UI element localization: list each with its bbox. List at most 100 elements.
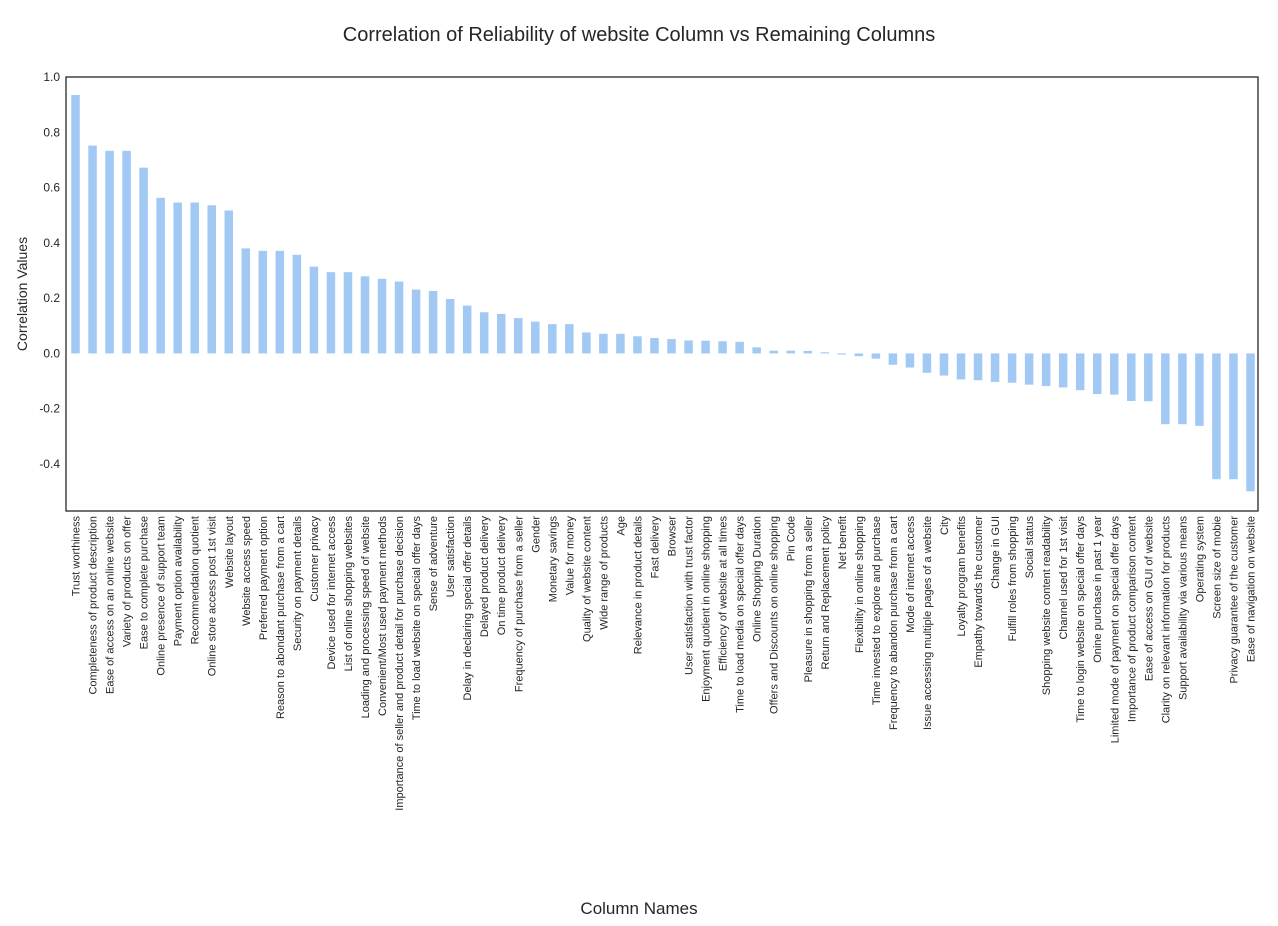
x-tick-label: List of online shopping websites (343, 516, 355, 672)
x-tick-label: Trust worthiness (71, 516, 83, 597)
bar (633, 336, 642, 354)
x-tick-label: Channel used for 1st visit (1058, 516, 1070, 640)
x-tick-label: Importance of product comparison content (1126, 516, 1138, 722)
y-axis: 1.0 0.8 0.6 0.4 0.2 0.0 -0.2 -0.4 (39, 70, 60, 471)
x-tick-label: Website access speed (241, 516, 253, 626)
bar (445, 298, 455, 354)
bar (888, 353, 898, 365)
x-tick-label: Onine purchase in past 1 year (1092, 516, 1104, 663)
x-tick-label: Privacy guarantee of the customer (1228, 516, 1240, 684)
bar (224, 210, 234, 354)
bar (139, 167, 148, 354)
bar (548, 324, 557, 354)
bar (428, 290, 438, 354)
bar (1024, 353, 1034, 385)
bar (837, 353, 847, 355)
bar (1144, 353, 1153, 402)
x-tick-label: Online presence of support team (156, 516, 168, 676)
x-tick-label: Reason to abondant purchase from a cart (275, 516, 287, 719)
x-tick-label: Return and Replacement policy (820, 516, 832, 670)
bar (514, 318, 523, 354)
bar (922, 353, 932, 373)
bar (241, 248, 251, 354)
bar (718, 341, 727, 354)
x-tick-label: Variety of products on offer (122, 516, 134, 647)
x-tick-label: Frequency to abandon purchase from a car… (888, 516, 900, 730)
x-tick-label: Fast delivery (649, 516, 661, 579)
x-tick-label: Time to load media on special offer days (735, 516, 747, 713)
x-tick-label: Delayed product delivery (479, 516, 491, 638)
bar (803, 350, 812, 354)
x-tick-label: Time to login website on special offer d… (1075, 516, 1087, 723)
bar (1007, 353, 1017, 383)
x-tick-label: Flexibility in online shopping (854, 516, 866, 653)
bar (88, 145, 97, 354)
bar (122, 150, 131, 354)
bar (1161, 353, 1170, 425)
y-axis-label: Correlation Values (14, 237, 30, 351)
x-tick-label: Completeness of product description (88, 516, 100, 695)
x-tick-label: Ease to complete purchase (139, 516, 151, 649)
x-tick-label: Monetary savings (547, 516, 559, 603)
bar (599, 333, 608, 354)
bar (309, 266, 319, 354)
x-tick-label: Offers and Discounts on online shopping (769, 516, 781, 714)
bar (582, 332, 591, 354)
x-tick-label: Importance of seller and product detail … (394, 516, 406, 811)
x-tick-label: Limited mode of payment on special offer… (1109, 516, 1121, 744)
x-tick-label: Mode of internet access (905, 516, 917, 633)
x-tick-label: Loyalty program benefits (956, 516, 968, 637)
x-tick-label: Age (615, 516, 627, 536)
bar (394, 281, 404, 354)
plot-frame (65, 76, 1259, 512)
y-tick-label: -0.4 (39, 457, 60, 471)
x-tick-label: Social status (1024, 516, 1036, 579)
x-tick-label: Quality of website content (581, 516, 593, 642)
x-tick-label: Frequency of purchase from a seller (513, 516, 525, 692)
x-tick-label: Ease of navigation on website (1246, 516, 1258, 662)
bar (258, 250, 268, 354)
x-tick-label: Preferred payment option (258, 516, 270, 640)
x-tick-label: Operating system (1194, 516, 1206, 602)
x-tick-label: User satisfaction with trust factor (684, 516, 696, 675)
bar (411, 289, 421, 354)
y-tick-label: 0.8 (43, 125, 60, 139)
bar (275, 250, 285, 354)
y-tick-label: 0.2 (43, 291, 60, 305)
bar (1195, 353, 1204, 426)
x-tick-label: Online store access post 1st visit (207, 516, 219, 676)
x-tick-label: Sense of adventure (428, 516, 440, 611)
x-tick-label: Relevance in product details (632, 516, 644, 655)
x-tick-label: Screen size of mobie (1211, 516, 1223, 619)
y-tick-label: 1.0 (43, 70, 60, 84)
bar (939, 353, 949, 376)
bar (377, 278, 387, 354)
y-tick-label: 0.4 (43, 236, 60, 250)
x-tick-label: Pleasure in shopping from a seller (803, 516, 815, 683)
x-tick-label: Ease of access on GUI of website (1143, 516, 1155, 681)
bar (990, 353, 1000, 382)
bar (462, 305, 472, 354)
bar (1127, 353, 1136, 401)
bar (820, 352, 830, 354)
bar (752, 347, 761, 354)
x-tick-label: On time product delivery (496, 516, 508, 636)
x-tick-label: Online Shopping Duration (752, 516, 764, 642)
bar (1246, 353, 1255, 492)
x-axis-label: Column Names (580, 899, 698, 918)
bar (207, 205, 216, 354)
y-tick-label: 0.6 (43, 181, 60, 195)
x-tick-label: Clarity on relevant information for prod… (1160, 516, 1172, 724)
bar (292, 254, 302, 354)
bar (1178, 353, 1187, 425)
bar (956, 353, 966, 380)
bar (531, 321, 540, 354)
bar (616, 333, 625, 354)
x-tick-label: Enjoyment quotient in online shopping (701, 516, 713, 702)
x-tick-label: Fulfill roles from shopping (1007, 516, 1019, 641)
y-tick-label: -0.2 (39, 402, 60, 416)
x-tick-label: Shopping website content readability (1041, 516, 1053, 696)
x-tick-label: Time invested to explore and purchase (871, 516, 883, 705)
bar (701, 340, 710, 354)
